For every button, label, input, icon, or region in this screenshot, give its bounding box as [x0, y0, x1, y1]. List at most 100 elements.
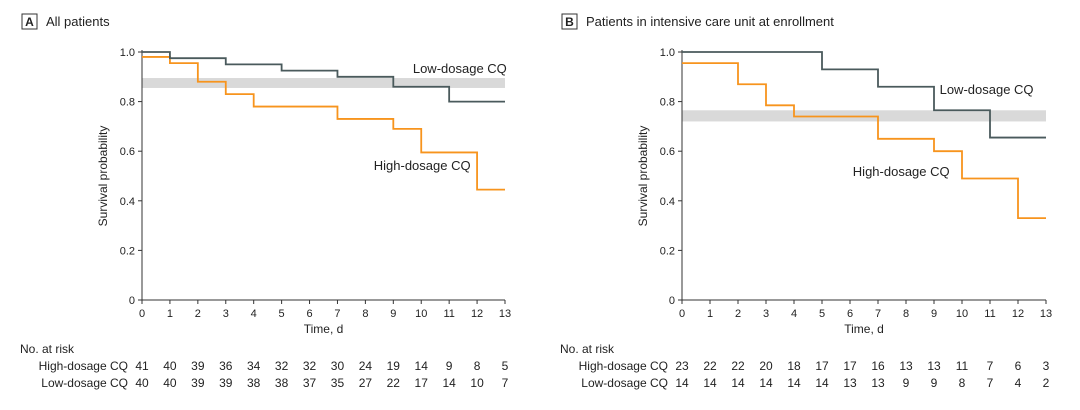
at-risk-count: 38: [275, 376, 289, 390]
at-risk-count: 2: [1043, 376, 1050, 390]
y-tick-label: 0: [669, 295, 675, 307]
y-tick-label: 0.8: [660, 97, 675, 109]
at-risk-header: No. at risk: [20, 342, 75, 356]
at-risk-count: 14: [731, 376, 745, 390]
series-label-high-dosage: High-dosage CQ: [853, 164, 950, 179]
x-tick-label: 9: [931, 308, 937, 320]
at-risk-count: 32: [275, 359, 289, 373]
series-line-low-dosage: [682, 51, 1046, 139]
x-tick-label: 0: [139, 308, 145, 320]
at-risk-count: 13: [843, 376, 857, 390]
panel-title: All patients: [46, 14, 110, 29]
x-tick-label: 5: [279, 308, 285, 320]
at-risk-count: 7: [987, 376, 994, 390]
at-risk-count: 39: [219, 376, 233, 390]
x-tick-label: 11: [443, 308, 454, 320]
at-risk-header: No. at risk: [560, 342, 615, 356]
panel-letter-box: [21, 13, 38, 30]
at-risk-count: 14: [815, 376, 829, 390]
x-tick-label: 5: [819, 308, 825, 320]
at-risk-count: 22: [703, 359, 717, 373]
at-risk-count: 11: [956, 359, 969, 373]
x-tick-label: 1: [167, 308, 173, 320]
at-risk-count: 40: [135, 376, 149, 390]
x-tick-label: 10: [415, 308, 427, 320]
at-risk-count: 36: [219, 359, 233, 373]
y-tick-label: 0.8: [120, 97, 135, 109]
reference-band: [142, 78, 505, 88]
series-label-high-dosage: High-dosage CQ: [374, 158, 471, 173]
x-tick-label: 7: [875, 308, 881, 320]
x-tick-label: 3: [223, 308, 229, 320]
at-risk-count: 7: [502, 376, 509, 390]
x-axis-title: Time, d: [844, 322, 884, 336]
x-tick-label: 13: [499, 308, 511, 320]
at-risk-count: 17: [415, 376, 429, 390]
at-risk-count: 39: [191, 376, 205, 390]
at-risk-row-label: High-dosage CQ: [39, 359, 128, 373]
x-tick-label: 6: [306, 308, 312, 320]
at-risk-count: 17: [843, 359, 857, 373]
at-risk-count: 32: [303, 359, 317, 373]
x-tick-label: 3: [763, 308, 769, 320]
x-tick-label: 1: [707, 308, 713, 320]
at-risk-count: 22: [387, 376, 401, 390]
series-label-low-dosage: Low-dosage CQ: [413, 61, 507, 76]
x-tick-label: 2: [735, 308, 741, 320]
y-tick-label: 0.2: [120, 245, 135, 257]
at-risk-count: 13: [899, 359, 913, 373]
at-risk-count: 39: [191, 359, 205, 373]
x-tick-label: 10: [956, 308, 968, 320]
at-risk-count: 3: [1043, 359, 1050, 373]
x-tick-label: 9: [390, 308, 396, 320]
x-tick-label: 4: [251, 308, 257, 320]
at-risk-count: 41: [135, 359, 149, 373]
at-risk-count: 35: [331, 376, 345, 390]
x-tick-label: 12: [1012, 308, 1024, 320]
at-risk-count: 40: [163, 359, 177, 373]
at-risk-count: 30: [331, 359, 345, 373]
at-risk-count: 18: [787, 359, 801, 373]
at-risk-count: 9: [931, 376, 938, 390]
at-risk-count: 14: [442, 376, 456, 390]
panel-letter: A: [25, 15, 34, 29]
x-tick-label: 8: [362, 308, 368, 320]
at-risk-count: 40: [163, 376, 177, 390]
at-risk-count: 13: [871, 376, 885, 390]
y-axis-title: Survival probability: [636, 126, 650, 227]
x-axis-title: Time, d: [304, 322, 344, 336]
x-tick-label: 4: [791, 308, 797, 320]
x-tick-label: 2: [195, 308, 201, 320]
at-risk-row-label: Low-dosage CQ: [581, 376, 668, 390]
x-tick-label: 0: [679, 308, 685, 320]
at-risk-count: 24: [359, 359, 373, 373]
y-tick-label: 1.0: [120, 47, 135, 59]
x-tick-label: 12: [471, 308, 483, 320]
x-tick-label: 11: [984, 308, 995, 320]
at-risk-count: 14: [703, 376, 717, 390]
series-line-low-dosage: [142, 51, 505, 103]
series-label-low-dosage: Low-dosage CQ: [940, 82, 1034, 97]
at-risk-count: 17: [815, 359, 829, 373]
at-risk-row-label: High-dosage CQ: [579, 359, 668, 373]
at-risk-count: 27: [359, 376, 373, 390]
at-risk-count: 10: [470, 376, 484, 390]
at-risk-count: 16: [871, 359, 885, 373]
x-tick-label: 13: [1040, 308, 1052, 320]
panel-letter: B: [565, 15, 574, 29]
at-risk-count: 34: [247, 359, 261, 373]
x-tick-label: 7: [334, 308, 340, 320]
series-line-high-dosage: [142, 56, 505, 191]
at-risk-count: 14: [759, 376, 773, 390]
at-risk-count: 9: [446, 359, 453, 373]
y-tick-label: 0: [129, 295, 135, 307]
at-risk-count: 38: [247, 376, 261, 390]
at-risk-count: 5: [502, 359, 509, 373]
at-risk-count: 22: [731, 359, 745, 373]
at-risk-row-label: Low-dosage CQ: [41, 376, 128, 390]
at-risk-count: 20: [759, 359, 773, 373]
y-tick-label: 0.4: [660, 196, 675, 208]
